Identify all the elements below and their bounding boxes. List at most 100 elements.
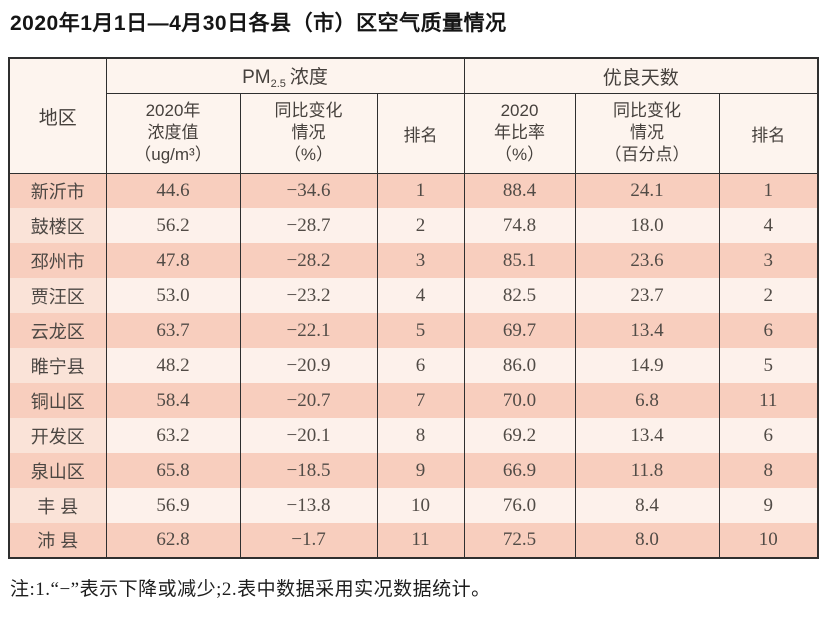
col-header-pm25-change: 同比变化 情况 （%） bbox=[239, 93, 378, 174]
pm25-value-cell: 47.8 bbox=[105, 243, 241, 279]
header-line: （百分点） bbox=[604, 145, 690, 165]
header-line: （ug/m³） bbox=[134, 145, 212, 165]
good-change-cell: 23.6 bbox=[574, 243, 720, 279]
col-group-pm25: PM2.5 浓度 bbox=[105, 58, 465, 94]
pm25-value-cell: 63.7 bbox=[105, 313, 241, 349]
header-group-row: 地区 PM2.5 浓度 优良天数 bbox=[8, 58, 819, 174]
pm25-change-cell: −28.2 bbox=[239, 243, 378, 279]
table-row: 沛 县 62.8 −1.7 11 72.5 8.0 10 bbox=[8, 523, 819, 559]
good-ratio-cell: 72.5 bbox=[463, 523, 576, 559]
pm25-value-cell: 48.2 bbox=[105, 348, 241, 384]
header-line: 情况 bbox=[630, 123, 665, 143]
good-rank-cell: 5 bbox=[718, 348, 819, 384]
header-line: 同比变化 bbox=[613, 101, 682, 121]
table-row: 贾汪区 53.0 −23.2 4 82.5 23.7 2 bbox=[8, 278, 819, 314]
table-row: 铜山区 58.4 −20.7 7 70.0 6.8 11 bbox=[8, 383, 819, 419]
pm25-change-cell: −1.7 bbox=[239, 523, 378, 559]
col-header-good-rank: 排名 bbox=[718, 93, 819, 174]
pm25-change-cell: −13.8 bbox=[239, 488, 378, 524]
pm25-change-cell: −28.7 bbox=[239, 208, 378, 244]
header-line: 情况 bbox=[291, 123, 326, 143]
pm25-value-cell: 56.2 bbox=[105, 208, 241, 244]
pm25-change-cell: −22.1 bbox=[239, 313, 378, 349]
col-header-good-change: 同比变化 情况 （百分点） bbox=[574, 93, 720, 174]
good-change-cell: 13.4 bbox=[574, 313, 720, 349]
good-ratio-cell: 74.8 bbox=[463, 208, 576, 244]
col-group-good-days: 优良天数 bbox=[463, 58, 819, 94]
good-ratio-cell: 82.5 bbox=[463, 278, 576, 314]
pm25-value-cell: 63.2 bbox=[105, 418, 241, 454]
pm25-value-cell: 62.8 bbox=[105, 523, 241, 559]
air-quality-table: 地区 PM2.5 浓度 优良天数 2020年 浓度值 （ug/m³） 同比变化 情… bbox=[8, 57, 820, 560]
table-row: 邳州市 47.8 −28.2 3 85.1 23.6 3 bbox=[8, 243, 819, 279]
good-change-cell: 11.8 bbox=[574, 453, 720, 489]
pm25-rank-cell: 2 bbox=[376, 208, 465, 244]
good-change-cell: 6.8 bbox=[574, 383, 720, 419]
header-line: 年比率 bbox=[494, 123, 546, 143]
pm25-change-cell: −34.6 bbox=[239, 173, 378, 209]
pm25-rank-cell: 1 bbox=[376, 173, 465, 209]
good-rank-cell: 8 bbox=[718, 453, 819, 489]
pm25-change-cell: −20.7 bbox=[239, 383, 378, 419]
pm25-rank-cell: 11 bbox=[376, 523, 465, 559]
header-sub-row: 2020年 浓度值 （ug/m³） 同比变化 情况 （%） 排名 2020 年比… bbox=[9, 93, 819, 174]
header-line: 浓度值 bbox=[147, 123, 199, 143]
col-header-pm25-rank: 排名 bbox=[376, 93, 465, 174]
table-row: 云龙区 63.7 −22.1 5 69.7 13.4 6 bbox=[8, 313, 819, 349]
table-row: 开发区 63.2 −20.1 8 69.2 13.4 6 bbox=[8, 418, 819, 454]
region-cell: 丰 县 bbox=[8, 488, 107, 524]
header-line: （%） bbox=[494, 145, 545, 165]
pm25-group-suffix: 浓度 bbox=[289, 67, 328, 89]
pm25-group-prefix: PM bbox=[242, 67, 271, 89]
header-line: 2020年 bbox=[145, 101, 201, 121]
region-cell: 开发区 bbox=[8, 418, 107, 454]
good-rank-cell: 1 bbox=[718, 173, 819, 209]
pm25-rank-cell: 6 bbox=[376, 348, 465, 384]
good-rank-cell: 4 bbox=[718, 208, 819, 244]
table-row: 泉山区 65.8 −18.5 9 66.9 11.8 8 bbox=[8, 453, 819, 489]
pm25-value-cell: 65.8 bbox=[105, 453, 241, 489]
footnote: 注:1.“−”表示下降或减少;2.表中数据采用实况数据统计。 bbox=[10, 579, 491, 601]
pm25-value-cell: 58.4 bbox=[105, 383, 241, 419]
table-row: 新沂市 44.6 −34.6 1 88.4 24.1 1 bbox=[8, 173, 819, 209]
region-cell: 新沂市 bbox=[8, 173, 107, 209]
good-rank-cell: 6 bbox=[718, 418, 819, 454]
good-change-cell: 14.9 bbox=[574, 348, 720, 384]
good-ratio-cell: 70.0 bbox=[463, 383, 576, 419]
good-ratio-cell: 86.0 bbox=[463, 348, 576, 384]
region-cell: 铜山区 bbox=[8, 383, 107, 419]
pm25-change-cell: −23.2 bbox=[239, 278, 378, 314]
good-rank-cell: 6 bbox=[718, 313, 819, 349]
pm25-rank-cell: 3 bbox=[376, 243, 465, 279]
pm25-rank-cell: 8 bbox=[376, 418, 465, 454]
good-change-cell: 18.0 bbox=[574, 208, 720, 244]
pm25-rank-cell: 10 bbox=[376, 488, 465, 524]
pm25-value-cell: 53.0 bbox=[105, 278, 241, 314]
col-header-good-ratio: 2020 年比率 （%） bbox=[463, 93, 576, 174]
col-header-region: 地区 bbox=[8, 58, 107, 174]
good-ratio-cell: 66.9 bbox=[463, 453, 576, 489]
pm25-rank-cell: 9 bbox=[376, 453, 465, 489]
header-line: 同比变化 bbox=[274, 101, 343, 121]
pm25-value-cell: 56.9 bbox=[105, 488, 241, 524]
good-change-cell: 23.7 bbox=[574, 278, 720, 314]
region-cell: 云龙区 bbox=[8, 313, 107, 349]
air-table-body: 新沂市 44.6 −34.6 1 88.4 24.1 1 鼓楼区 56.2 −2… bbox=[8, 173, 819, 559]
pm25-rank-cell: 4 bbox=[376, 278, 465, 314]
good-rank-cell: 11 bbox=[718, 383, 819, 419]
page-title: 2020年1月1日—4月30日各县（市）区空气质量情况 bbox=[10, 12, 507, 35]
table-row: 鼓楼区 56.2 −28.7 2 74.8 18.0 4 bbox=[8, 208, 819, 244]
good-ratio-cell: 69.7 bbox=[463, 313, 576, 349]
good-rank-cell: 10 bbox=[718, 523, 819, 559]
pm25-change-cell: −18.5 bbox=[239, 453, 378, 489]
table-row: 睢宁县 48.2 −20.9 6 86.0 14.9 5 bbox=[8, 348, 819, 384]
good-change-cell: 8.0 bbox=[574, 523, 720, 559]
region-cell: 泉山区 bbox=[8, 453, 107, 489]
pm25-rank-cell: 7 bbox=[376, 383, 465, 419]
good-change-cell: 24.1 bbox=[574, 173, 720, 209]
good-ratio-cell: 69.2 bbox=[463, 418, 576, 454]
table-header: 地区 PM2.5 浓度 优良天数 2020年 浓度值 （ug/m³） 同比变化 情… bbox=[8, 58, 819, 174]
region-cell: 贾汪区 bbox=[8, 278, 107, 314]
header-line: （%） bbox=[283, 145, 334, 165]
region-cell: 鼓楼区 bbox=[8, 208, 107, 244]
